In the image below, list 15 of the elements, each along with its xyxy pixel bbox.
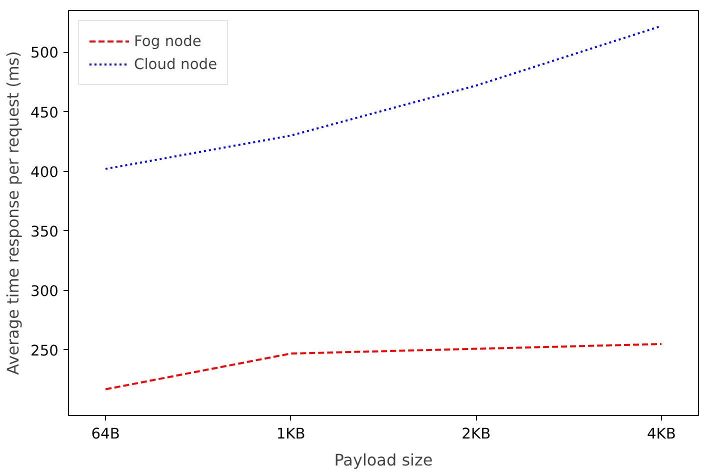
x-axis-title: Payload size <box>334 450 433 470</box>
legend-label: Fog node <box>134 32 202 50</box>
y-tick-label: 400 <box>30 164 59 181</box>
legend-label: Cloud node <box>134 56 218 72</box>
x-tick-label: 2KB <box>462 426 491 442</box>
x-tick-label: 1KB <box>276 426 306 442</box>
y-tick-label: 350 <box>30 223 59 240</box>
y-tick-label: 250 <box>30 342 59 360</box>
x-tick-label: 4KB <box>646 426 676 442</box>
y-tick-label: 500 <box>30 44 59 62</box>
y-tick-label: 300 <box>30 282 59 300</box>
y-axis-title: Average time response per request (ms) <box>4 51 23 375</box>
x-tick-label: 64B <box>91 426 120 442</box>
line-series <box>104 343 662 390</box>
y-tick-label: 450 <box>30 104 59 122</box>
